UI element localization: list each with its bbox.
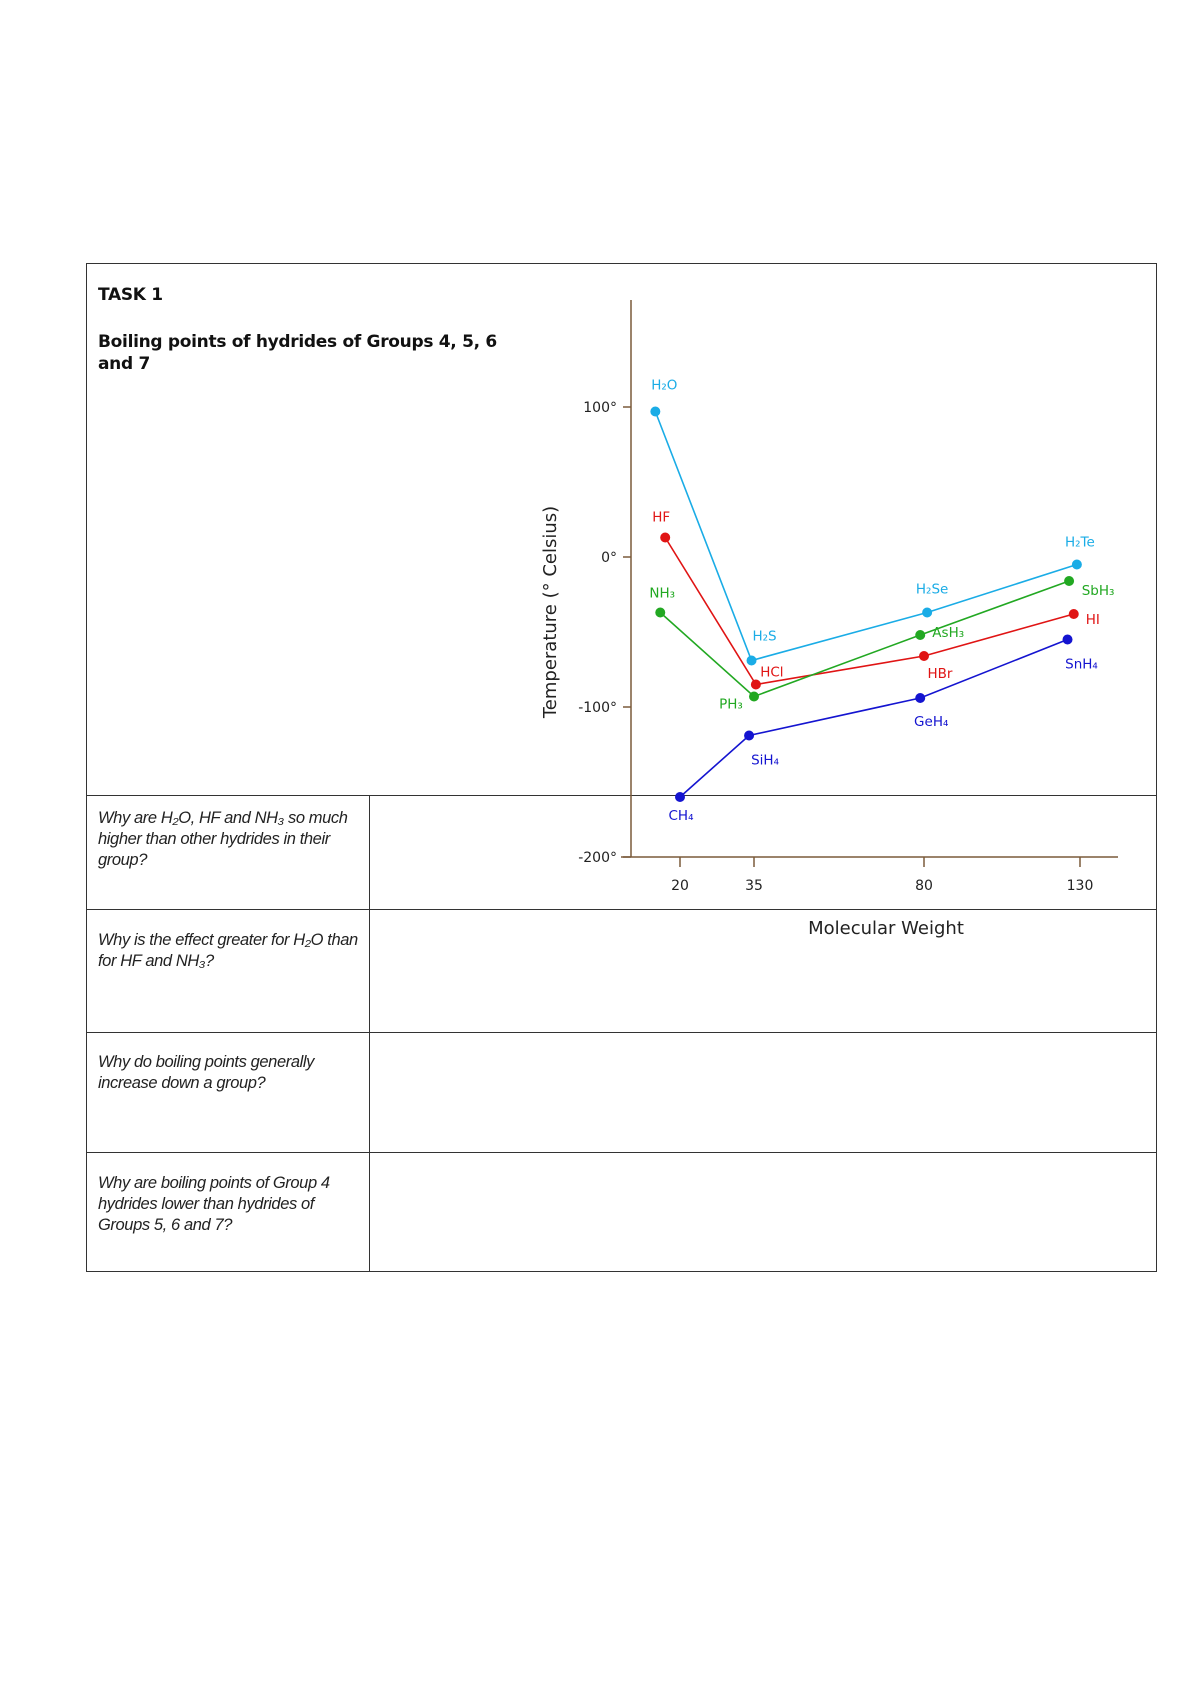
- data-point: [915, 630, 926, 640]
- data-point: [1064, 576, 1075, 586]
- x-tick-label: 35: [745, 878, 763, 894]
- data-point: [675, 792, 685, 802]
- point-label: GeH₄: [914, 714, 948, 730]
- series-line-group-4: [679, 638, 1068, 798]
- table-divider: [86, 795, 1157, 796]
- point-label: SiH₄: [751, 753, 779, 769]
- y-tick-label: 100°: [583, 400, 617, 416]
- point-label: CH₄: [669, 808, 694, 824]
- data-point: [919, 651, 929, 661]
- data-point: [744, 730, 755, 741]
- series-line-group-7: [664, 537, 1074, 686]
- task-title: TASK 1: [98, 285, 163, 305]
- data-point: [655, 607, 666, 618]
- data-point: [650, 406, 661, 417]
- x-tick-label: 80: [915, 878, 933, 894]
- x-axis-label: Molecular Weight: [808, 918, 964, 939]
- task-table: [86, 263, 1157, 1272]
- task-subtitle: Boiling points of hydrides of Groups 4, …: [98, 332, 497, 374]
- point-label: H₂S: [752, 629, 776, 645]
- point-label: PH₃: [719, 697, 743, 713]
- point-label: NH₃: [649, 586, 675, 602]
- data-point: [750, 679, 761, 690]
- table-divider: [86, 1152, 1157, 1153]
- point-label: H₂Te: [1065, 535, 1095, 551]
- point-label: H₂Se: [916, 582, 948, 598]
- data-point: [1068, 609, 1079, 619]
- x-tick-label: 130: [1067, 878, 1094, 894]
- question-4: Why are boiling points of Group 4 hydrid…: [98, 1174, 330, 1234]
- series-line-group-6: [654, 411, 1078, 662]
- point-label: SbH₃: [1082, 583, 1115, 599]
- y-tick-label: -100°: [578, 700, 617, 716]
- data-point: [749, 691, 759, 702]
- question-3: Why do boiling points generally increase…: [98, 1053, 314, 1092]
- data-point: [922, 607, 933, 618]
- data-point: [746, 655, 757, 666]
- y-tick-label: 0°: [601, 550, 617, 566]
- column-divider: [369, 795, 370, 1272]
- x-tick-label: 20: [671, 878, 689, 894]
- y-axis-label: Temperature (° Celsius): [540, 506, 561, 719]
- data-point: [1062, 634, 1073, 645]
- data-point: [1071, 559, 1082, 570]
- point-label: HI: [1086, 612, 1100, 628]
- question-1: Why are H₂O, HF and NH₃ so much higher t…: [98, 809, 348, 869]
- question-2: Why is the effect greater for H₂O than f…: [98, 931, 358, 970]
- point-label: HCl: [760, 665, 783, 681]
- point-label: AsH₃: [932, 625, 964, 641]
- table-divider: [86, 909, 1157, 910]
- point-label: H₂O: [651, 378, 677, 394]
- point-label: HF: [652, 510, 670, 526]
- series-line-group-5: [659, 580, 1070, 698]
- data-point: [660, 532, 671, 543]
- point-label: SnH₄: [1065, 657, 1098, 673]
- table-divider: [86, 1032, 1157, 1033]
- point-label: HBr: [928, 666, 953, 682]
- y-tick-label: -200°: [578, 850, 617, 866]
- data-point: [915, 693, 926, 703]
